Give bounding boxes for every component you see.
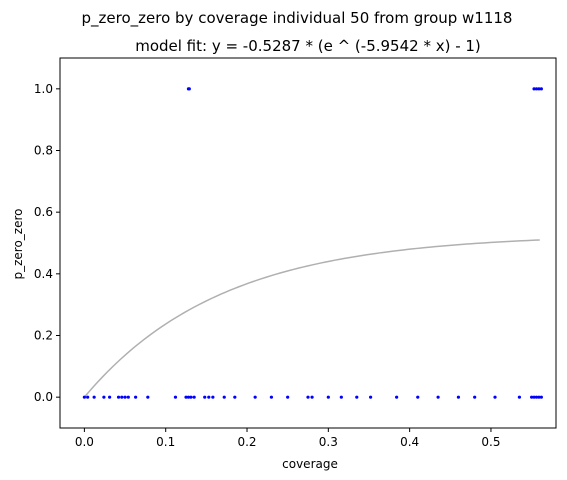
- y-tick-label: 0.2: [34, 329, 53, 343]
- data-point: [120, 395, 124, 399]
- data-point: [395, 395, 399, 399]
- x-tick-label: 0.0: [75, 435, 94, 449]
- data-point: [355, 395, 359, 399]
- data-point: [192, 395, 196, 399]
- data-point: [369, 395, 373, 399]
- chart-subtitle: model fit: y = -0.5287 * (e ^ (-5.9542 *…: [135, 37, 481, 55]
- data-point: [537, 395, 541, 399]
- y-tick-label: 1.0: [34, 82, 53, 96]
- data-point: [473, 395, 477, 399]
- data-point: [534, 395, 539, 399]
- data-point: [116, 395, 121, 399]
- chart-title: p_zero_zero by coverage individual 50 fr…: [82, 9, 513, 28]
- data-point: [539, 395, 543, 399]
- data-point: [211, 395, 215, 399]
- x-tick-label: 0.1: [156, 435, 175, 449]
- data-point: [253, 395, 257, 399]
- y-tick-label: 0.8: [34, 144, 53, 158]
- x-tick-label: 0.3: [319, 435, 338, 449]
- data-point: [310, 395, 314, 399]
- data-point: [173, 395, 178, 399]
- x-axis-label: coverage: [282, 457, 338, 471]
- data-point: [306, 395, 310, 399]
- data-point: [146, 395, 150, 399]
- y-axis-label: p_zero_zero: [11, 208, 25, 279]
- data-point: [537, 87, 541, 91]
- data-point: [187, 87, 191, 91]
- plot-frame: [59, 57, 557, 429]
- x-tick-label: 0.4: [400, 435, 419, 449]
- data-point: [134, 395, 138, 399]
- data-point: [436, 395, 440, 399]
- data-point: [108, 395, 112, 399]
- data-point: [207, 395, 211, 399]
- x-axis-ticks: 0.0 0.1 0.2 0.3 0.4 0.5: [75, 428, 500, 449]
- data-point: [203, 395, 207, 399]
- data-point: [286, 395, 290, 399]
- data-point: [493, 395, 497, 399]
- data-point: [184, 395, 188, 399]
- data-point: [534, 87, 539, 91]
- x-tick-label: 0.5: [481, 435, 500, 449]
- data-point: [86, 395, 90, 399]
- data-point: [517, 395, 522, 399]
- y-tick-label: 0.0: [34, 390, 53, 404]
- data-point: [233, 395, 237, 399]
- model-fit-line: [83, 239, 540, 398]
- x-tick-label: 0.2: [237, 435, 256, 449]
- data-point: [123, 395, 127, 399]
- data-point: [532, 395, 536, 399]
- y-tick-label: 0.4: [34, 267, 53, 281]
- y-tick-label: 0.6: [34, 205, 53, 219]
- data-point: [532, 87, 536, 91]
- data-point: [186, 395, 191, 399]
- data-point: [222, 395, 226, 399]
- data-point: [339, 395, 343, 399]
- data-point: [456, 395, 461, 399]
- plot-area: [82, 87, 543, 399]
- data-point: [326, 395, 330, 399]
- data-point: [416, 395, 420, 399]
- data-point: [126, 395, 130, 399]
- data-point: [539, 87, 543, 91]
- data-point: [189, 395, 193, 399]
- data-point: [530, 395, 534, 399]
- data-point: [102, 395, 106, 399]
- data-point: [82, 395, 86, 399]
- y-axis-ticks: 0.0 0.2 0.4 0.6 0.8 1.0: [34, 82, 60, 404]
- data-point: [269, 395, 274, 399]
- data-point: [92, 395, 96, 399]
